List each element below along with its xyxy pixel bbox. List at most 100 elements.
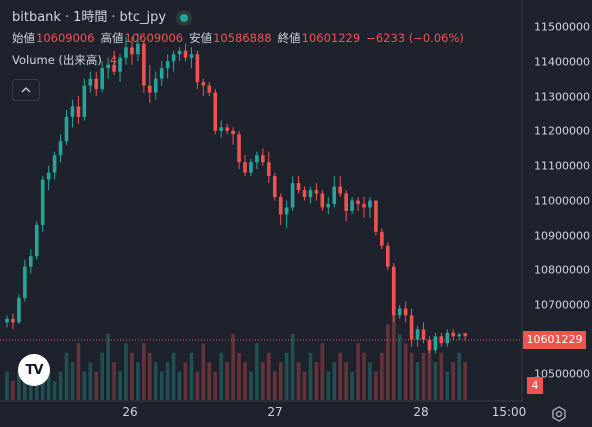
price-tick: 11500000 bbox=[534, 20, 590, 34]
candle-body bbox=[255, 155, 259, 163]
time-tick: 27 bbox=[267, 405, 283, 419]
open-value: 10609006 bbox=[36, 31, 95, 45]
candle-body bbox=[112, 64, 116, 72]
volume-bar bbox=[415, 362, 420, 400]
close-value: 10601229 bbox=[301, 31, 361, 45]
candle-body bbox=[320, 193, 325, 208]
candle-body bbox=[386, 245, 390, 267]
volume-bar bbox=[296, 362, 301, 400]
collapse-legend-button[interactable] bbox=[12, 79, 40, 101]
volume-bar bbox=[403, 343, 408, 400]
candle-body bbox=[326, 203, 331, 208]
candle-body bbox=[284, 207, 289, 215]
volume-bar bbox=[302, 371, 307, 400]
candle-body bbox=[11, 318, 15, 323]
volume-bar bbox=[76, 343, 81, 400]
volume-bar bbox=[148, 352, 152, 400]
volume-bar bbox=[326, 371, 331, 400]
candle-body bbox=[356, 200, 360, 204]
volume-bar bbox=[165, 362, 170, 400]
candle-body bbox=[332, 186, 337, 204]
low-value: 10586888 bbox=[213, 31, 272, 45]
volume-bar bbox=[272, 371, 277, 400]
volume-bar bbox=[368, 362, 372, 400]
candle-body bbox=[249, 162, 253, 173]
volume-bar bbox=[34, 381, 39, 400]
volume-bar bbox=[183, 362, 188, 400]
title-separator: · bbox=[111, 10, 116, 25]
candle-body bbox=[308, 190, 313, 197]
candles bbox=[5, 33, 467, 354]
candle-body bbox=[189, 54, 194, 58]
candle-body bbox=[201, 82, 206, 86]
candle-body bbox=[344, 193, 348, 211]
candle-body bbox=[118, 57, 122, 72]
volume-bar bbox=[391, 315, 396, 400]
change-value: −6233 (−0.06%) bbox=[366, 31, 464, 45]
symbol-title[interactable]: bitbank · 1時間 · btc_jpy bbox=[12, 8, 470, 28]
volume-bar bbox=[451, 362, 456, 400]
volume-bar bbox=[82, 371, 87, 400]
candle-body bbox=[165, 61, 170, 69]
volume-bar bbox=[153, 362, 158, 400]
candle-body bbox=[278, 197, 283, 215]
price-tick: 10800000 bbox=[534, 263, 590, 277]
candle-body bbox=[46, 172, 51, 180]
volume-bar bbox=[261, 362, 265, 400]
volume-bar bbox=[386, 324, 390, 400]
volume-bar bbox=[320, 343, 325, 400]
volume-bar bbox=[409, 352, 414, 400]
volume-bar bbox=[58, 371, 63, 400]
candle-body bbox=[225, 127, 229, 131]
candle-body bbox=[136, 43, 140, 55]
candle-body bbox=[195, 54, 200, 83]
tradingview-logo[interactable]: TV bbox=[18, 354, 50, 386]
candle-body bbox=[290, 183, 295, 208]
volume-bar bbox=[46, 371, 51, 400]
candle-body bbox=[207, 85, 212, 93]
status-dot-icon bbox=[176, 10, 193, 26]
candle-body bbox=[52, 155, 57, 173]
volume-bar bbox=[427, 343, 432, 400]
candle-body bbox=[231, 130, 235, 135]
volume-bar bbox=[207, 362, 212, 400]
candle-body bbox=[177, 50, 182, 55]
volume-bar bbox=[356, 343, 360, 400]
volume-bar bbox=[433, 362, 438, 400]
volume-bar bbox=[100, 352, 104, 400]
volume-bar bbox=[243, 362, 247, 400]
chart-settings-button[interactable] bbox=[550, 405, 568, 423]
symbol-label: btc_jpy bbox=[119, 10, 167, 25]
candle-body bbox=[148, 85, 152, 93]
candle-body bbox=[272, 176, 277, 197]
candle-body bbox=[433, 336, 438, 351]
volume-bar bbox=[17, 371, 21, 400]
volume-bar bbox=[5, 371, 9, 400]
chevron-up-icon bbox=[21, 87, 31, 93]
volume-bar bbox=[290, 333, 295, 400]
volume-legend[interactable]: Volume (出来高) 4 bbox=[12, 50, 470, 70]
volume-bar bbox=[255, 343, 259, 400]
volume-bar bbox=[457, 352, 461, 400]
candle-body bbox=[314, 190, 319, 194]
candle-body bbox=[183, 50, 188, 58]
interval-label: 1時間 bbox=[73, 10, 108, 25]
exchange-name: bitbank bbox=[12, 10, 61, 25]
candle-body bbox=[219, 127, 223, 131]
candle-body bbox=[243, 162, 247, 173]
candle-body bbox=[124, 47, 128, 58]
time-tick: 26 bbox=[122, 405, 138, 419]
candle-body bbox=[421, 329, 426, 340]
logo-mark: TV bbox=[25, 362, 44, 378]
candle-body bbox=[267, 162, 271, 177]
volume-value: 4 bbox=[109, 53, 118, 67]
time-tick: 28 bbox=[413, 405, 429, 419]
volume-bar bbox=[112, 362, 116, 400]
candle-body bbox=[23, 266, 27, 298]
candle-body bbox=[350, 200, 354, 211]
candle-body bbox=[302, 190, 307, 197]
volume-bar bbox=[344, 362, 348, 400]
candle-body bbox=[17, 297, 21, 323]
volume-bar bbox=[350, 371, 354, 400]
volume-bar bbox=[213, 371, 218, 400]
